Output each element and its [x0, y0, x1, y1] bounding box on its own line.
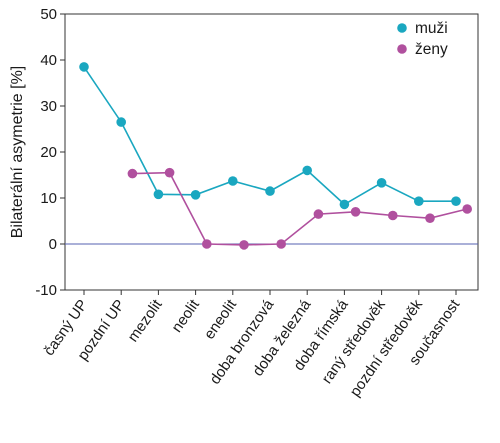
data-point — [425, 213, 435, 223]
data-point — [302, 165, 313, 176]
legend-label: ženy — [415, 41, 448, 58]
data-point — [116, 117, 126, 127]
y-tick-label: 40 — [40, 52, 57, 69]
y-tick-label: 10 — [40, 190, 57, 207]
data-point — [376, 178, 387, 188]
x-tick-label: eneolit — [201, 296, 241, 343]
data-point — [127, 168, 138, 179]
legend-label: muži — [415, 20, 448, 37]
data-point — [350, 207, 361, 217]
y-axis-label: Bilaterální asymetrie [%] — [9, 66, 26, 239]
data-point — [202, 239, 212, 249]
y-tick-label: 50 — [40, 6, 57, 23]
data-point — [265, 186, 275, 196]
data-point — [339, 199, 350, 210]
x-tick-label: mezolit — [124, 296, 166, 345]
series-1 — [79, 62, 461, 210]
y-tick-label: -10 — [35, 282, 57, 299]
series-layer — [79, 62, 473, 250]
data-point — [153, 189, 164, 200]
data-point — [313, 209, 324, 219]
series-2 — [127, 167, 473, 250]
legend-marker — [397, 44, 407, 54]
data-point — [79, 62, 89, 72]
data-point — [190, 190, 201, 200]
data-point — [239, 240, 249, 250]
legend-marker — [397, 23, 407, 33]
y-tick-label: 20 — [40, 144, 57, 161]
x-tick-label: neolit — [168, 296, 203, 336]
data-point — [228, 176, 238, 186]
series-line — [132, 171, 468, 246]
data-point — [462, 204, 473, 214]
data-point — [164, 167, 175, 178]
legend: muži ženy — [397, 20, 448, 58]
data-point — [388, 210, 398, 221]
data-point — [276, 239, 287, 249]
data-point — [451, 196, 461, 206]
y-tick-label: 30 — [40, 98, 57, 115]
data-point — [414, 196, 424, 206]
y-tick-label: 0 — [49, 236, 57, 253]
series-line — [83, 66, 456, 206]
